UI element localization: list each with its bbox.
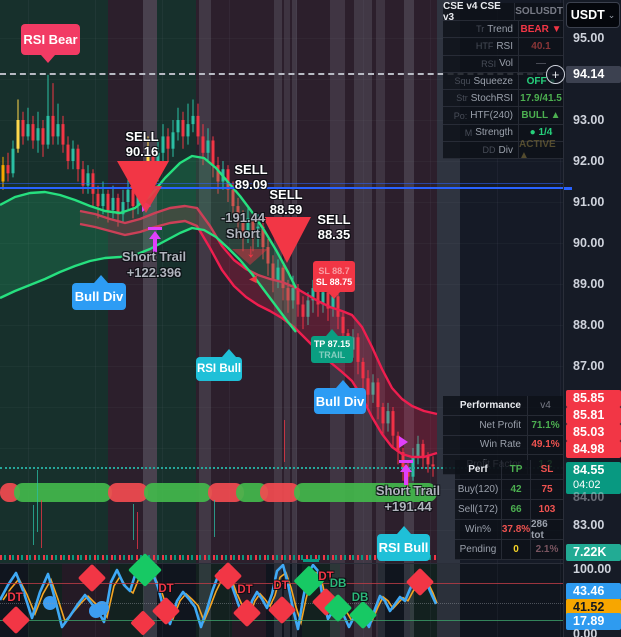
stats-sl: 103: [530, 500, 563, 519]
stats-label: Buy(120): [457, 484, 499, 495]
row-value: BEAR ▼: [520, 23, 562, 35]
stats-row: Buy(120) 42 75: [455, 480, 563, 500]
row-value: OFF ●: [526, 75, 556, 87]
indicator-row: HTF RSI 40.1: [443, 38, 563, 56]
price-axis[interactable]: 95.00 94.14 93.00 92.00 91.00 90.00 89.00 88.00…: [563, 0, 621, 637]
stats-label: Sell(172): [457, 504, 499, 515]
stats-row: Win% 37.8% 286 tot: [455, 519, 563, 541]
stats-sl: 2.1%: [530, 540, 563, 559]
stats-row: Sell(172) 66 103: [455, 500, 563, 520]
indicator-status-panel: CSE v4 CSE v3 SOLUSDT Tr Trend BEAR ▼ HTF RS…: [443, 0, 563, 162]
chevron-down-icon: ⌄: [607, 9, 616, 20]
stats-tp: 37.8%: [501, 520, 530, 539]
row-ghost-prefix: Po:: [453, 110, 468, 121]
row-value: BULL ▲: [521, 110, 561, 122]
row-value: —: [536, 58, 546, 70]
indicator-row: RSI Vol —: [443, 55, 563, 73]
axis-price-label: 93.00: [573, 113, 605, 127]
perf-label: Net Profit: [479, 419, 521, 431]
add-alert-plus-icon[interactable]: +: [546, 65, 565, 84]
row-label: Squeeze: [473, 75, 513, 87]
axis-price-label: 89.00: [573, 277, 605, 291]
axis-price-badge: 94.14: [566, 65, 621, 83]
row-ghost-prefix: Squ: [454, 76, 471, 87]
axis-price-label: 100.00: [573, 562, 612, 576]
row-ghost-prefix: M: [464, 127, 473, 138]
indicator-row: M Strength ● 1/4: [443, 124, 563, 143]
row-label: HTF(240): [470, 110, 513, 122]
indicator-row: Squ Squeeze OFF ●: [443, 72, 563, 91]
row-value: ● 1/4: [529, 127, 553, 139]
performance-title: Performance: [459, 400, 521, 411]
axis-price-label: 83.00: [573, 518, 605, 532]
row-ghost-prefix: RSI: [481, 58, 497, 69]
panel-symbol: SOLUSDT: [514, 3, 563, 20]
axis-price-label: 87.00: [573, 359, 605, 373]
indicator-row: Tr Trend BEAR ▼: [443, 21, 563, 39]
trade-stats-table: Perf TP SL Buy(120) 42 75 Sell(172) 66 103 Win…: [455, 460, 563, 560]
current-price-badge: 84.55 04:02: [566, 462, 621, 494]
stats-col-tp: TP: [501, 460, 530, 479]
row-label: RSI: [496, 40, 513, 52]
perf-value: 49.1%: [527, 435, 563, 454]
axis-price-label: 90.00: [573, 236, 605, 250]
row-value: 17.9/41.5: [520, 92, 562, 104]
performance-panel: Performance v4 Net Profit 71.1% Win Rate 49…: [443, 396, 563, 475]
row-value: 40.1: [531, 40, 551, 52]
row-label: Strength: [475, 127, 513, 139]
stats-tp: 0: [501, 540, 530, 559]
bar-countdown: 04:02: [573, 479, 601, 491]
indicator-row: Po: HTF(240) BULL ▲: [443, 107, 563, 125]
axis-price-label: 88.00: [573, 318, 605, 332]
axis-price-label: 92.00: [573, 154, 605, 168]
perf-value: 71.1%: [527, 416, 563, 435]
pane-separator[interactable]: [0, 563, 621, 564]
stats-tp: 66: [501, 500, 530, 519]
indicator-row: Str StochRSI 17.9/41.5: [443, 90, 563, 108]
axis-price-badge: 43.46: [566, 582, 621, 600]
axis-price-badge: 17.89: [566, 612, 621, 630]
row-ghost-prefix: Str: [456, 93, 468, 104]
current-price: 84.55: [573, 463, 605, 477]
currency-selector-button[interactable]: USDT ⌄: [566, 2, 620, 28]
row-label: StochRSI: [470, 92, 513, 104]
axis-price-badge: 84.98: [566, 440, 621, 458]
axis-price-label: 0.00: [573, 627, 598, 637]
performance-row: Net Profit 71.1%: [443, 416, 563, 436]
stats-row: Pending 0 2.1%: [455, 540, 563, 560]
stats-label: Win%: [464, 524, 492, 535]
axis-price-label: 91.00: [573, 195, 605, 209]
stats-tp: 42: [501, 480, 530, 499]
row-value: ACTIVE ▲: [519, 139, 556, 162]
row-ghost-prefix: DD: [482, 145, 496, 156]
row-label: Trend: [487, 23, 513, 35]
row-label: Div: [498, 144, 513, 156]
stats-sl: 75: [530, 480, 563, 499]
row-ghost-prefix: Tr: [476, 24, 485, 35]
axis-price-badge: 85.81: [566, 406, 621, 424]
perf-label: Win Rate: [479, 439, 521, 451]
stats-col-perf: Perf: [468, 464, 488, 475]
axis-line-tick: [564, 187, 572, 190]
currency-label: USDT: [570, 8, 605, 22]
row-label: Vol: [499, 58, 513, 70]
axis-price-badge: 85.03: [566, 423, 621, 441]
stats-label: Pending: [459, 544, 497, 555]
performance-row: Win Rate 49.1%: [443, 435, 563, 455]
axis-price-label: 95.00: [573, 31, 605, 45]
axis-price-badge: 7.22K: [566, 543, 621, 561]
indicator-row: DD Div ACTIVE ▲: [443, 139, 563, 162]
stats-sl: 286 tot: [530, 519, 563, 541]
row-ghost-prefix: HTF: [475, 41, 494, 52]
stats-col-sl: SL: [530, 460, 563, 479]
axis-price-badge: 85.85: [566, 389, 621, 407]
performance-version: v4: [527, 396, 563, 415]
axis-price-badge: 41.52: [566, 598, 621, 616]
axis-price-label: 84.00: [573, 490, 605, 504]
panel-title: CSE v4 CSE v3: [443, 0, 501, 23]
